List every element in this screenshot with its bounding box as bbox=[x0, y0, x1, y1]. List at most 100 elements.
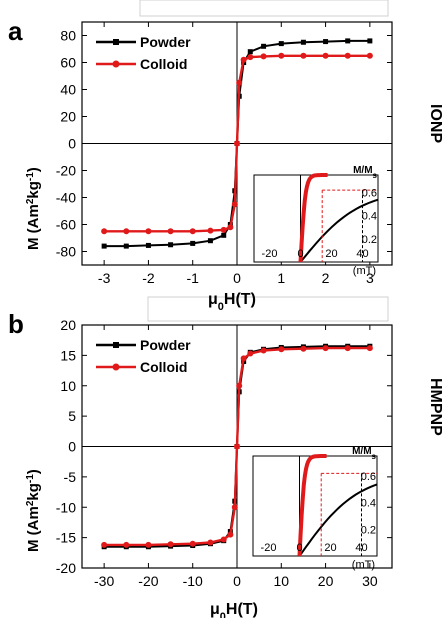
data-point-colloid bbox=[145, 541, 152, 548]
data-point-powder bbox=[345, 38, 351, 44]
y-axis-label-b: M (Am2kg-1) bbox=[25, 469, 43, 552]
panel-label-b: b bbox=[8, 309, 24, 339]
data-point-powder bbox=[145, 242, 151, 248]
inset-x-tick-label: 0 bbox=[297, 248, 303, 260]
inset-y-tick-label: 0.6 bbox=[362, 187, 377, 199]
x-tick-label: 2 bbox=[322, 270, 330, 286]
inset-x-unit: (mT) bbox=[353, 265, 376, 277]
panel-label-a: a bbox=[8, 16, 23, 46]
data-point-colloid bbox=[145, 228, 152, 235]
data-point-colloid bbox=[300, 345, 307, 352]
data-point-powder bbox=[247, 49, 253, 55]
data-point-powder bbox=[300, 39, 306, 45]
legend-label-powder: Powder bbox=[140, 337, 191, 353]
data-point-colloid bbox=[366, 52, 373, 59]
y-tick-label: -20 bbox=[56, 163, 76, 179]
data-point-colloid bbox=[322, 345, 329, 352]
inset-x-tick-label: 0 bbox=[296, 542, 302, 554]
data-point-colloid bbox=[236, 79, 243, 86]
data-point-colloid bbox=[234, 443, 240, 450]
data-point-colloid bbox=[123, 541, 130, 548]
inset-x-tick-label: 20 bbox=[325, 248, 337, 260]
legend-label-colloid: Colloid bbox=[140, 56, 187, 72]
y-tick-label: -10 bbox=[56, 499, 76, 515]
data-point-colloid bbox=[278, 52, 285, 59]
data-point-powder bbox=[123, 243, 129, 249]
data-point-colloid bbox=[366, 345, 373, 352]
data-point-colloid bbox=[167, 541, 174, 548]
data-point-colloid bbox=[247, 54, 254, 61]
y-tick-label: 0 bbox=[68, 439, 76, 455]
inset-y-tick-label: 0.4 bbox=[362, 211, 377, 223]
y-tick-label: 60 bbox=[60, 55, 76, 71]
x-tick-label: 3 bbox=[366, 270, 374, 286]
inset-x-tick-label: 40 bbox=[355, 542, 367, 554]
y-tick-label: 0 bbox=[68, 136, 76, 152]
data-point-colloid bbox=[207, 539, 214, 546]
data-point-colloid bbox=[101, 541, 108, 548]
data-point-colloid bbox=[344, 52, 351, 59]
x-tick-label: -2 bbox=[142, 270, 155, 286]
y-tick-label: -40 bbox=[56, 190, 76, 206]
legend-label-colloid: Colloid bbox=[140, 359, 187, 375]
data-point-colloid bbox=[240, 355, 247, 362]
inset-curve-powder bbox=[299, 198, 379, 263]
y-tick-label: 10 bbox=[60, 378, 76, 394]
inset-x-tick-label: 20 bbox=[324, 542, 336, 554]
x-tick-label: -30 bbox=[94, 573, 114, 589]
data-point-powder bbox=[323, 39, 329, 45]
legend-marker-powder bbox=[113, 39, 119, 45]
inset-x-tick-label: -20 bbox=[262, 248, 278, 260]
inset-y-tick-label: 0.2 bbox=[361, 524, 376, 536]
y-tick-label: 40 bbox=[60, 82, 76, 98]
data-point-colloid bbox=[231, 201, 238, 208]
data-point-colloid bbox=[207, 227, 214, 234]
data-point-colloid bbox=[260, 347, 267, 354]
inset-y-label: M/Ms bbox=[353, 165, 377, 180]
y-tick-label: -20 bbox=[56, 560, 76, 576]
x-axis-label-a: μ0H(T) bbox=[208, 291, 256, 313]
inset-curve-colloid bbox=[298, 173, 328, 263]
y-tick-label: 20 bbox=[60, 317, 76, 333]
inset-y-tick-label: 0.2 bbox=[362, 234, 377, 246]
data-point-powder bbox=[168, 242, 174, 248]
data-point-powder bbox=[221, 232, 227, 238]
data-point-powder bbox=[367, 38, 373, 44]
data-point-colloid bbox=[220, 226, 227, 233]
data-point-colloid bbox=[189, 540, 196, 547]
data-point-colloid bbox=[220, 536, 227, 543]
x-tick-label: 1 bbox=[277, 270, 285, 286]
y-tick-label: 15 bbox=[60, 347, 76, 363]
data-point-colloid bbox=[231, 504, 238, 511]
data-point-colloid bbox=[227, 224, 234, 231]
y-tick-label: -80 bbox=[56, 244, 76, 260]
data-point-colloid bbox=[101, 228, 108, 235]
x-axis-label-b: μ0H(T) bbox=[210, 601, 258, 618]
y-tick-label: -5 bbox=[64, 469, 77, 485]
x-tick-label: -20 bbox=[138, 573, 158, 589]
inset-frame-b bbox=[252, 455, 378, 557]
data-point-powder bbox=[190, 240, 196, 246]
inset-y-tick-label: 0.4 bbox=[361, 498, 376, 510]
legend-marker-colloid bbox=[112, 60, 120, 68]
inset-x-tick-label: 40 bbox=[356, 248, 368, 260]
data-point-colloid bbox=[236, 382, 243, 389]
y-axis-label-a: M (Am2kg-1) bbox=[25, 167, 43, 250]
inset-curve-colloid bbox=[297, 454, 327, 557]
legend-marker-powder bbox=[113, 342, 119, 348]
y-tick-label: 80 bbox=[60, 28, 76, 44]
inset-frame-a bbox=[253, 174, 379, 263]
data-point-colloid bbox=[123, 228, 130, 235]
data-point-powder bbox=[278, 41, 284, 47]
data-point-colloid bbox=[247, 350, 254, 357]
data-point-powder bbox=[207, 238, 213, 244]
y-tick-label: 20 bbox=[60, 109, 76, 125]
inset-x-tick-label: -20 bbox=[261, 542, 277, 554]
inset-x-unit: (mT) bbox=[352, 559, 375, 571]
data-point-colloid bbox=[322, 52, 329, 59]
data-point-colloid bbox=[227, 531, 234, 538]
x-tick-label: -10 bbox=[183, 573, 203, 589]
y-tick-label: -60 bbox=[56, 217, 76, 233]
